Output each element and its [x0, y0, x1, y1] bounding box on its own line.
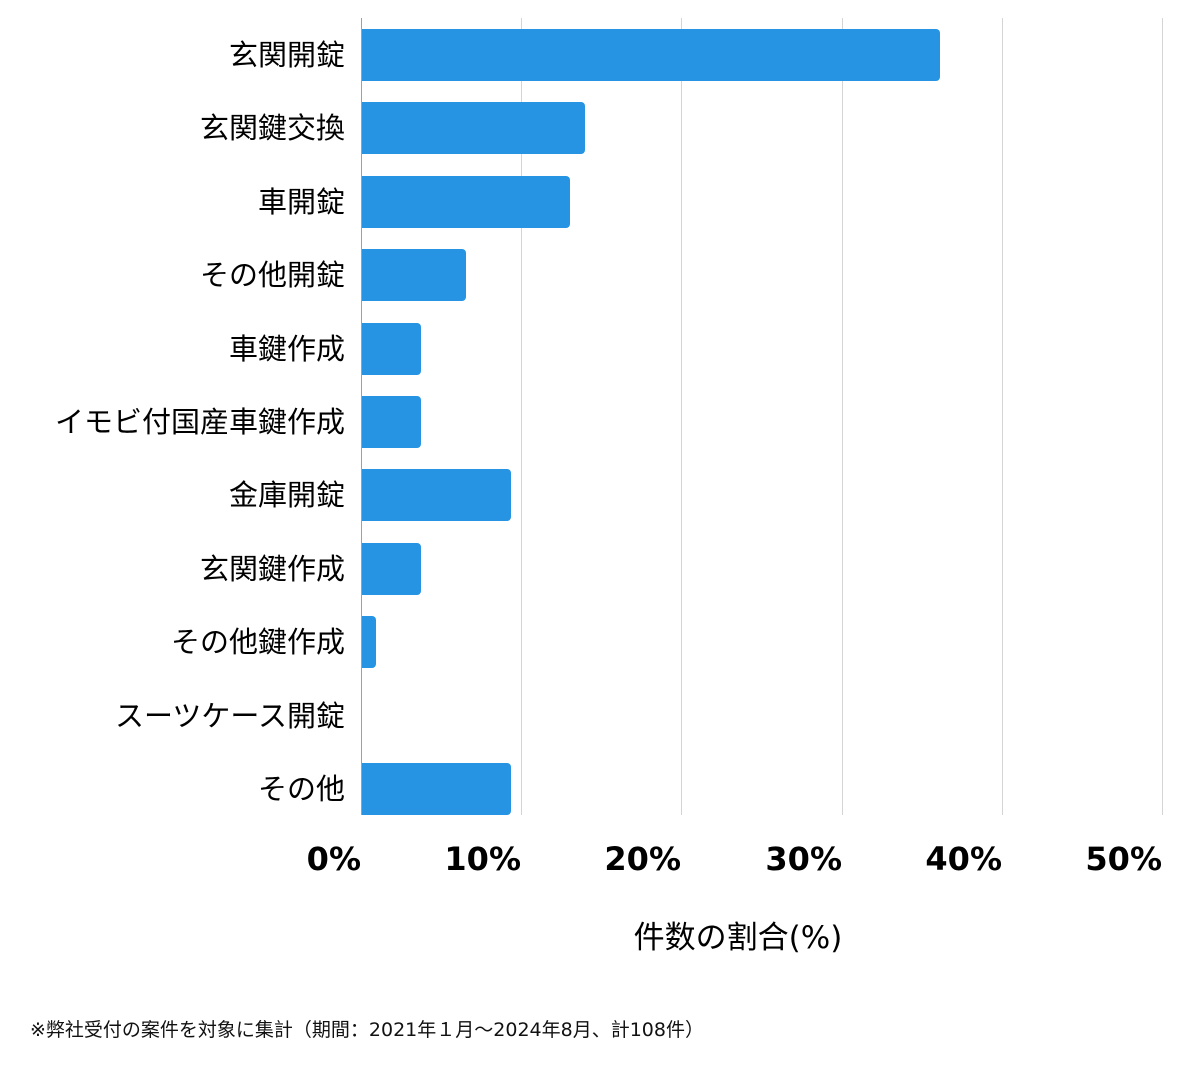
x-tick-label: 30% — [765, 840, 842, 878]
gridline — [521, 18, 522, 815]
bar — [362, 176, 570, 228]
bar-row: 金庫開錠 — [0, 469, 1200, 521]
category-label: イモビ付国産車鍵作成 — [54, 405, 345, 439]
category-label: 玄関開錠 — [228, 38, 345, 72]
bar-row: イモビ付国産車鍵作成 — [0, 396, 1200, 448]
x-axis-title: 件数の割合(%) — [633, 920, 843, 956]
category-label: その他開錠 — [199, 258, 345, 292]
x-tick-label: 0% — [306, 840, 361, 878]
category-label: スーツケース開錠 — [115, 699, 345, 733]
gridline — [1162, 18, 1163, 815]
category-label: 玄関鍵作成 — [199, 552, 345, 586]
category-label: 車開錠 — [257, 185, 345, 219]
bar — [362, 29, 940, 81]
bar-row: 車開錠 — [0, 176, 1200, 228]
gridline — [1002, 18, 1003, 815]
bar — [362, 469, 511, 521]
bar-row: スーツケース開錠 — [0, 690, 1200, 742]
bar — [362, 249, 466, 301]
bar-row: その他開錠 — [0, 249, 1200, 301]
gridline — [681, 18, 682, 815]
bar-row: 車鍵作成 — [0, 323, 1200, 375]
bar-row: 玄関鍵交換 — [0, 102, 1200, 154]
bar-row: その他 — [0, 763, 1200, 815]
bar-row: 玄関鍵作成 — [0, 543, 1200, 595]
bar — [362, 616, 376, 668]
category-label: 金庫開錠 — [228, 478, 345, 512]
bar — [362, 102, 585, 154]
x-tick-label: 40% — [925, 840, 1002, 878]
bar — [362, 543, 421, 595]
bar-row: 玄関開錠 — [0, 29, 1200, 81]
category-label: 玄関鍵交換 — [199, 111, 345, 145]
category-label: その他鍵作成 — [170, 625, 345, 659]
bar-row: その他鍵作成 — [0, 616, 1200, 668]
x-tick-label: 10% — [444, 840, 521, 878]
gridline — [842, 18, 843, 815]
bar — [362, 323, 421, 375]
footnote: ※弊社受付の案件を対象に集計（期間：2021年１月〜2024年8月、計108件） — [30, 1019, 704, 1041]
category-label: その他 — [257, 772, 345, 806]
y-axis-line — [361, 18, 362, 815]
category-label: 車鍵作成 — [228, 332, 345, 366]
x-tick-label: 20% — [604, 840, 681, 878]
bar — [362, 396, 421, 448]
x-tick-label: 50% — [1085, 840, 1162, 878]
bar — [362, 763, 511, 815]
